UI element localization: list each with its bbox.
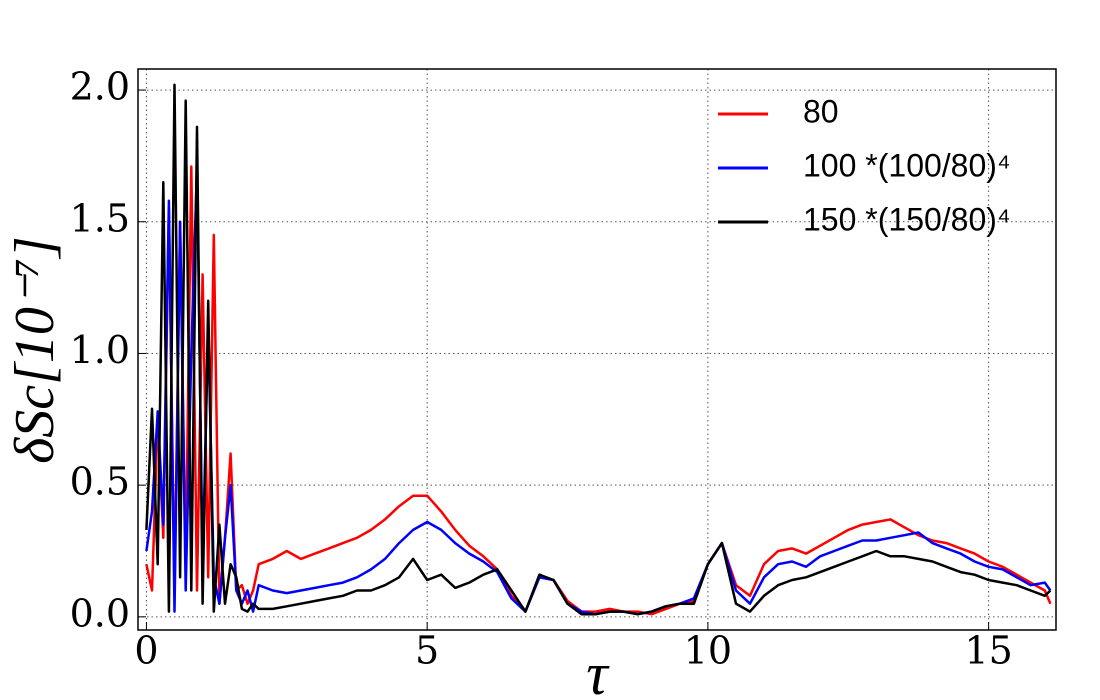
y-tick-label: 2.0 — [70, 65, 130, 109]
y-tick-label: 0.5 — [70, 460, 130, 504]
legend-label: 150 *(150/80)⁴ — [803, 201, 1011, 237]
y-axis-label: δSc[10⁻⁷] — [4, 236, 66, 464]
x-tick-label: 15 — [964, 629, 1012, 673]
y-tick-label: 0.0 — [70, 591, 130, 635]
y-tick-label: 1.0 — [70, 328, 130, 372]
x-tick-label: 10 — [684, 629, 732, 673]
series-line — [145, 83, 1052, 616]
x-tick-label: 0 — [134, 629, 158, 673]
legend-label: 100 *(100/80)⁴ — [803, 147, 1011, 183]
x-axis-label: τ — [586, 641, 610, 700]
series-line — [145, 165, 1052, 616]
legend-label: 80 — [803, 93, 839, 129]
plot-frame — [137, 68, 1057, 631]
x-tick-label: 5 — [415, 629, 439, 673]
y-tick-label: 1.5 — [70, 196, 130, 240]
